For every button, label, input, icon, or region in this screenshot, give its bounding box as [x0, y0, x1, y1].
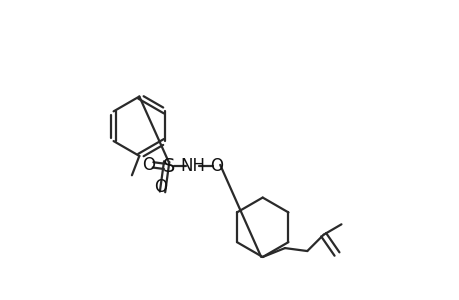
- Text: NH: NH: [180, 157, 205, 175]
- Text: O: O: [141, 156, 154, 174]
- Text: O: O: [210, 157, 223, 175]
- Text: O: O: [153, 178, 166, 196]
- Text: S: S: [162, 157, 175, 176]
